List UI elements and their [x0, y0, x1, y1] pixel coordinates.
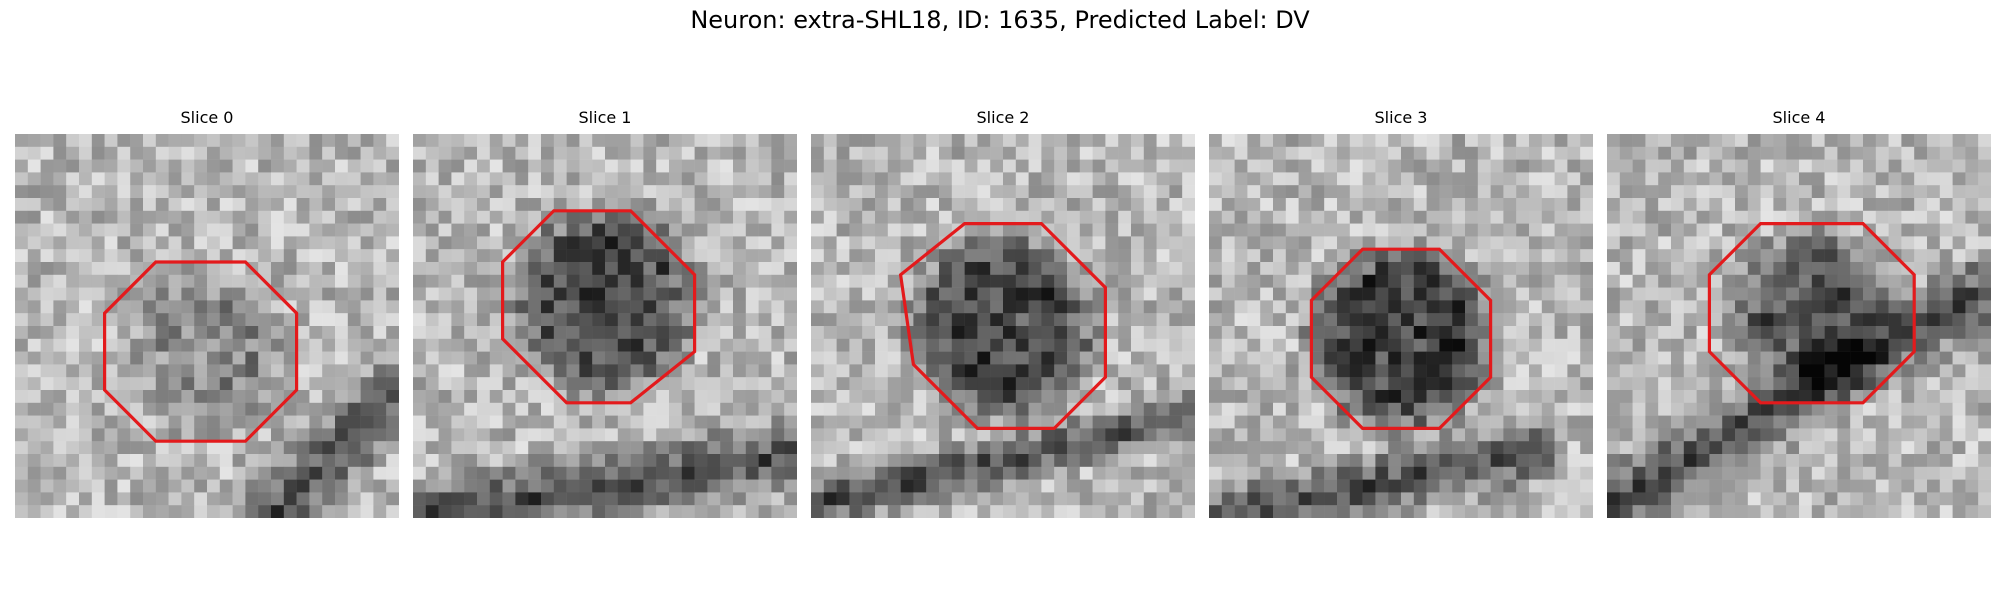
- slice-title-2: Slice 2: [976, 108, 1030, 127]
- pixel-grid-0: [15, 134, 399, 518]
- slice-image-0: [15, 134, 399, 518]
- pixel-grid-3: [1209, 134, 1593, 518]
- pixel-grid-2: [811, 134, 1195, 518]
- roi-outline-0: [103, 260, 299, 443]
- slice-title-4: Slice 4: [1772, 108, 1826, 127]
- slice-image-3: [1209, 134, 1593, 518]
- slice-image-2: [811, 134, 1195, 518]
- figure-title: Neuron: extra-SHL18, ID: 1635, Predicted…: [690, 6, 1310, 34]
- slice-title-1: Slice 1: [578, 108, 632, 127]
- slice-title-0: Slice 0: [180, 108, 234, 127]
- slice-image-4: [1607, 134, 1991, 518]
- roi-outline-4: [1707, 222, 1916, 405]
- pixel-grid-4: [1607, 134, 1991, 518]
- roi-outline-1: [501, 209, 697, 405]
- roi-outline-3: [1309, 247, 1493, 430]
- roi-outline-2: [898, 222, 1107, 430]
- pixel-grid-1: [413, 134, 797, 518]
- slice-title-3: Slice 3: [1374, 108, 1428, 127]
- slice-image-1: [413, 134, 797, 518]
